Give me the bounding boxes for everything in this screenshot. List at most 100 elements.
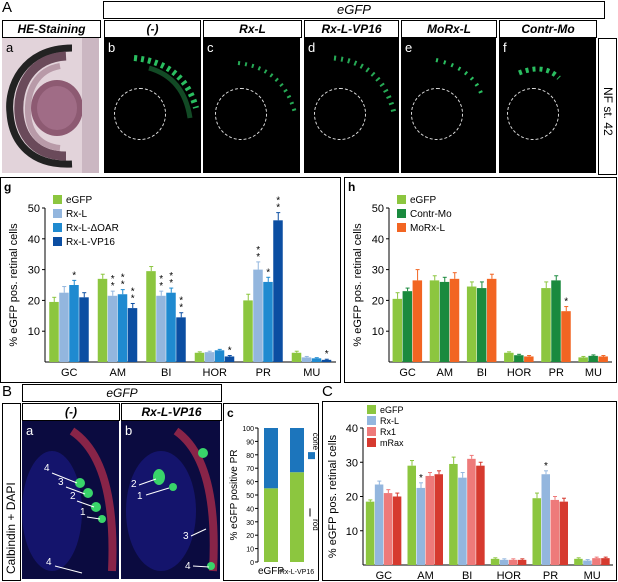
panel-A-label: A [2, 0, 13, 16]
legend-label-3: mRax [380, 438, 404, 448]
chart-C-frame: 10 20 30 40 % eGFP pos. retinal cells GC AM BI H… [322, 401, 617, 581]
legend-swatch-1 [53, 209, 62, 218]
x-tick-label: MU [585, 367, 602, 379]
sublabel-Bb: b [125, 423, 133, 438]
y-tick-label: 20 [246, 533, 254, 540]
sublabel-d: d [308, 40, 316, 55]
bar-BI-1 [156, 295, 166, 362]
significance-star: * [72, 270, 76, 281]
bar-MU-1 [301, 357, 312, 362]
y-tick-label: 30 [246, 520, 254, 527]
x-tick-label: HOR [497, 570, 522, 580]
bar-HOR-2 [214, 350, 225, 362]
y-axis-label: % eGFP pos. retinal cells [8, 223, 20, 347]
legend-swatch-1 [397, 209, 406, 218]
bar-PR-2 [550, 499, 559, 565]
bar-MU-0 [291, 352, 302, 362]
header-e: MoRx-L [401, 20, 497, 38]
bar-MU-1 [588, 355, 598, 362]
chart-g-frame: g 10 20 30 40 50 % eGFP pos. retinal cells GC A… [0, 177, 341, 383]
legend-label-3: Rx-L-VP16 [66, 237, 115, 248]
x-tick-label: Rx-L-VP16 [280, 569, 314, 576]
stack-Rx-L-VP16-cone [290, 428, 304, 473]
bar-GC-0 [49, 301, 59, 362]
bar-HOR-2 [524, 356, 534, 362]
header-Bb: Rx-L-VP16 [121, 403, 222, 421]
bar-AM-2 [117, 294, 128, 362]
side-label-box: Calbindin + DAPI [2, 403, 21, 581]
significance-star: * [564, 297, 568, 308]
image-b: b [104, 38, 201, 173]
bar-HOR-0 [194, 352, 205, 362]
legend-label-2: Rx1 [380, 427, 396, 437]
bar-MU-0 [578, 357, 588, 362]
y-tick-label: 50 [246, 493, 254, 500]
bar-PR-3 [273, 220, 283, 362]
header-Ba: (-) [22, 403, 120, 421]
bar-AM-0 [429, 280, 440, 362]
legend-label-0: eGFP [66, 195, 92, 206]
y-tick-label: 10 [28, 326, 40, 338]
x-tick-label: AM [110, 367, 127, 379]
bar-BI-1 [458, 477, 467, 565]
legend-swatch-0 [367, 405, 376, 414]
legend-label-cone: cone [311, 433, 318, 451]
x-tick-label: BI [477, 367, 487, 379]
bar-PR-1 [541, 474, 550, 565]
bar-MU-3 [601, 558, 610, 565]
sublabel-c: c [207, 40, 214, 55]
legend-swatch-cone [308, 452, 315, 460]
legend-label-1: Rx-L [66, 209, 88, 220]
x-tick-label: GC [399, 367, 416, 379]
x-tick-label: eGFP [258, 566, 284, 577]
bar-BI-3 [476, 465, 485, 565]
y-tick-label: 20 [372, 295, 384, 307]
bar-AM-1 [107, 295, 118, 362]
bar-GC-2 [412, 280, 423, 362]
image-d: d [304, 38, 399, 173]
stack-Rx-L-VP16-rod [290, 472, 304, 562]
marker-b-4: 4 [185, 561, 191, 572]
x-tick-label: AM [437, 367, 454, 379]
bar-BI-2 [467, 458, 476, 565]
x-tick-label: AM [417, 570, 434, 580]
image-Bb: b 2 1 3 4 [121, 421, 220, 579]
legend-swatch-1 [367, 416, 376, 425]
marker-a-3: 3 [58, 477, 64, 488]
y-tick-label: 90 [246, 439, 254, 446]
chart-g: 10 20 30 40 50 % eGFP pos. retinal cells GC AM B… [8, 195, 336, 379]
x-tick-label: HOR [203, 367, 228, 379]
image-e: e [401, 38, 496, 173]
bar-GC-1 [402, 291, 413, 362]
y-tick-label: 40 [246, 506, 254, 513]
significance-star: * [256, 245, 260, 256]
bar-AM-3 [127, 308, 138, 362]
significance-star: * [111, 281, 115, 292]
bar-MU-2 [311, 358, 322, 362]
chart-C: 10 20 30 40 % eGFP pos. retinal cells GC AM BI H… [327, 405, 613, 580]
y-axis-label: % eGFP pos. retinal cells [352, 223, 364, 347]
bar-HOR-0 [504, 352, 514, 362]
stage-label: NF st. 42 [601, 87, 615, 136]
header-c: Rx-L [203, 20, 302, 38]
y-tick-label: 70 [246, 466, 254, 473]
bar-PR-3 [559, 501, 568, 565]
bar-MU-0 [574, 558, 583, 565]
significance-star: * [179, 303, 183, 314]
bar-HOR-1 [204, 352, 215, 362]
significance-star: * [228, 346, 232, 357]
x-tick-label: PR [549, 367, 564, 379]
y-tick-label: 80 [246, 453, 254, 460]
y-tick-label: 0 [250, 560, 254, 567]
sublabel-f: f [503, 40, 507, 55]
panel-C-label: C [322, 383, 333, 400]
y-tick-label: 10 [372, 326, 384, 338]
header-f: Contr-Mo [499, 20, 597, 38]
bar-GC-2 [383, 493, 393, 565]
bar-BI-2 [166, 292, 176, 362]
y-tick-label: 40 [28, 234, 40, 246]
stack-eGFP-cone [264, 428, 278, 489]
chart-c-letter: c [227, 406, 234, 420]
bar-HOR-1 [499, 559, 509, 565]
marker-b-3: 3 [183, 531, 189, 542]
